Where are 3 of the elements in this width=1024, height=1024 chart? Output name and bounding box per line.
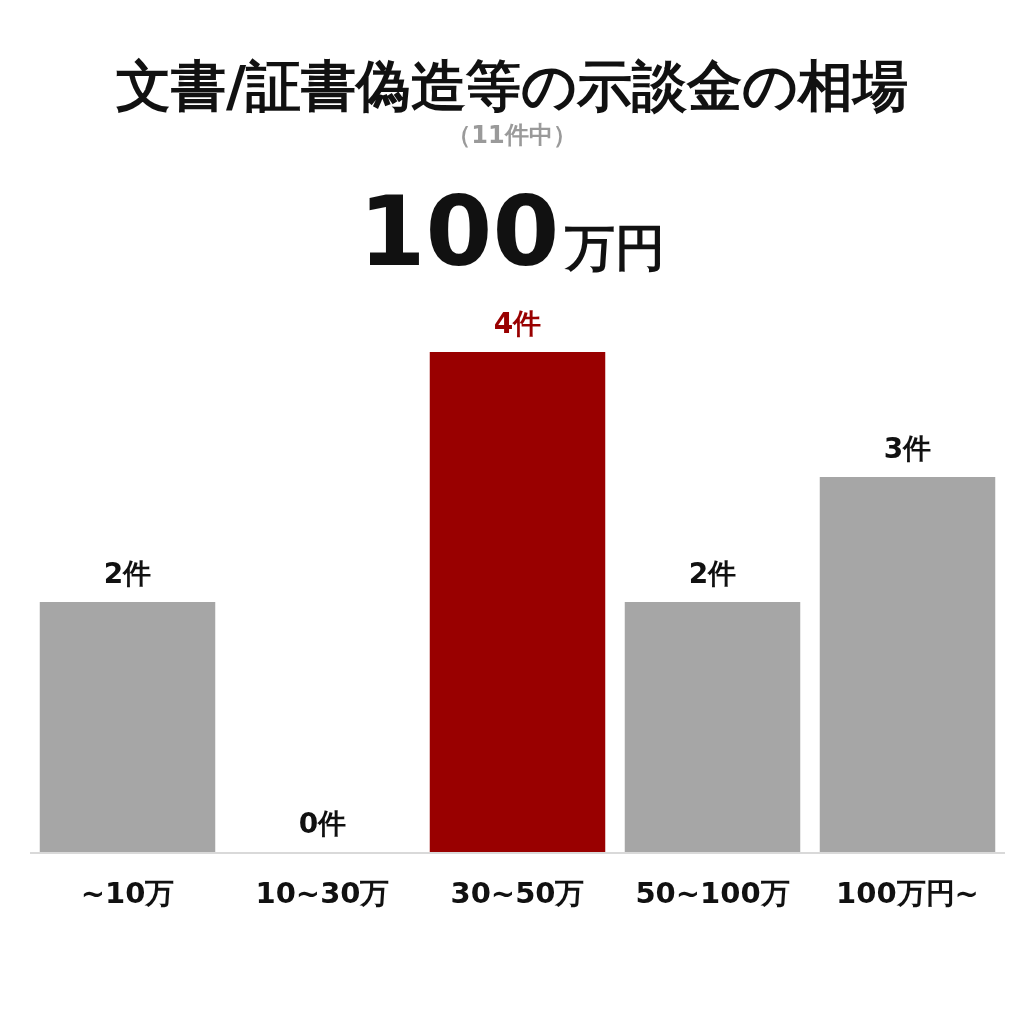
annotation: 100万円: [358, 176, 666, 288]
subtitle: （11件中）: [447, 121, 577, 149]
title: 文書/証書偽造等の示談金の相場: [115, 54, 909, 118]
